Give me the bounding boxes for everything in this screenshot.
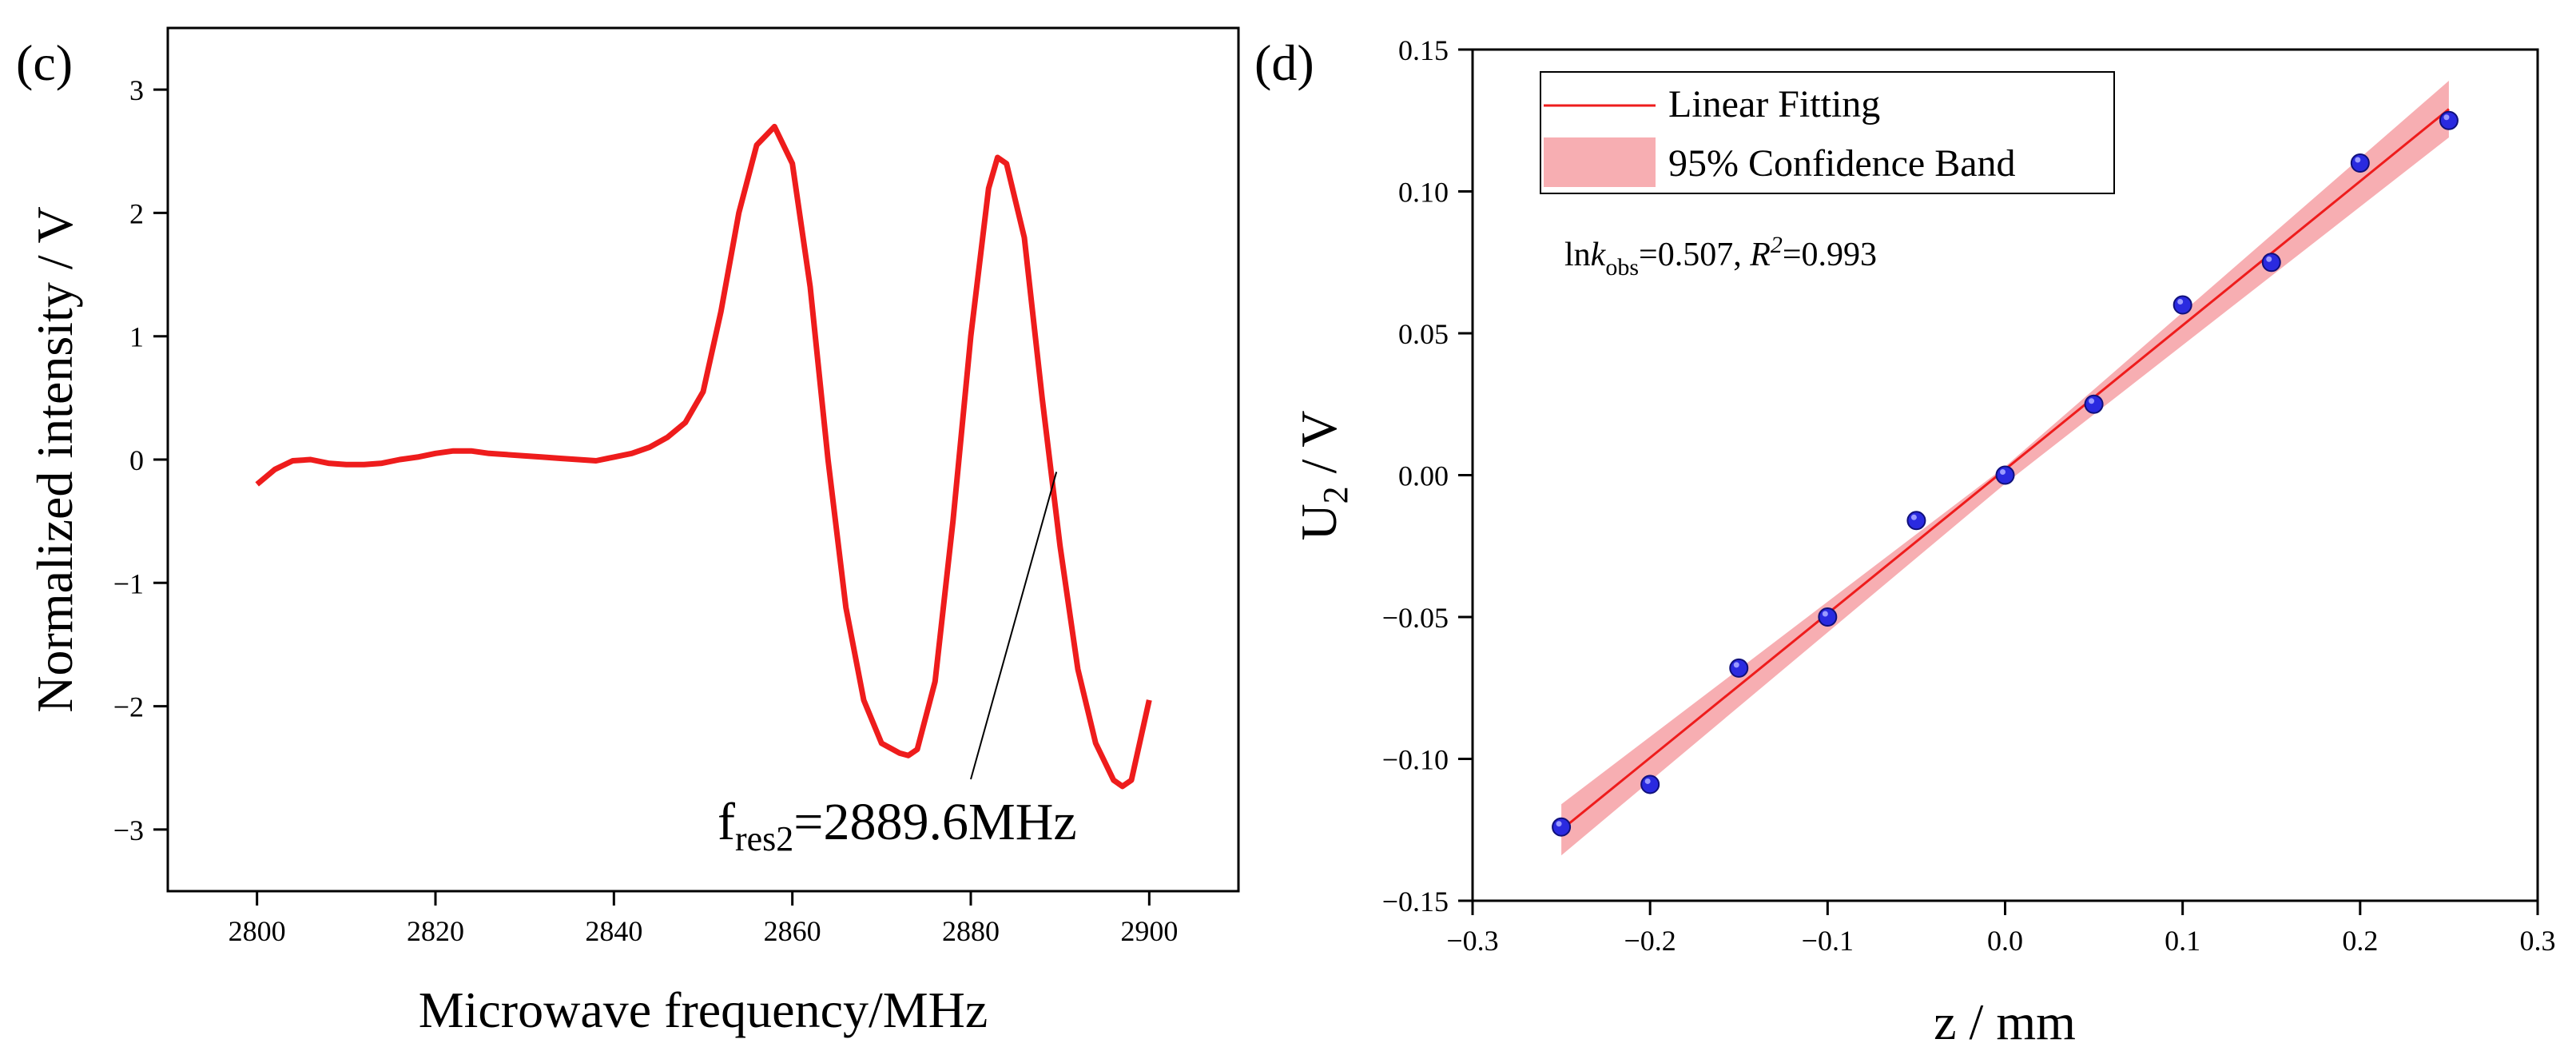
panel-c-y-axis-title: Normalized intensity / V: [26, 206, 83, 712]
data-point: [1995, 465, 2015, 485]
data-point: [2084, 394, 2104, 414]
annotation-leader-line: [970, 472, 1058, 780]
stat-k-value: =0.507,: [1639, 237, 1750, 273]
y-tick-label: 0.15: [1398, 34, 1449, 66]
data-point-highlight: [1910, 514, 1917, 520]
data-point-highlight: [2355, 157, 2361, 163]
data-point: [2350, 153, 2370, 173]
x-tick-label: 0.0: [1987, 925, 2023, 957]
panel-c-annotation: fres2=2889.6MHz: [718, 793, 1077, 858]
panel-c-plot-area: [255, 123, 1152, 790]
x-tick-label: −0.2: [1624, 925, 1676, 957]
panel-d-plot-area: [1552, 81, 2459, 856]
panel-c-y-axis: 3 2 1 0 −1 −2 −3: [113, 74, 168, 846]
y-tick-label: 0.05: [1398, 318, 1449, 350]
data-point: [2173, 295, 2192, 315]
fit-statistics: lnkobs=0.507, R2=0.993: [1564, 232, 1877, 281]
legend-band-label: 95% Confidence Band: [1668, 142, 2016, 185]
panel-d-legend: Linear Fitting 95% Confidence Band: [1540, 71, 2115, 194]
stat-r: R: [1749, 237, 1771, 273]
y-title-main: U: [1290, 504, 1347, 540]
x-tick-label: 2860: [764, 915, 821, 947]
panel-d-x-axis: −0.3 −0.2 −0.1 0.0 0.1 0.2 0.3: [1446, 901, 2556, 957]
panel-d-y-axis-title: U2 / V: [1290, 410, 1355, 540]
x-tick-label: −0.1: [1802, 925, 1854, 957]
y-tick-label: −3: [113, 814, 144, 846]
y-tick-label: 2: [129, 197, 144, 229]
data-point-highlight: [1733, 662, 1739, 668]
data-point-highlight: [2000, 469, 2006, 475]
data-point-highlight: [2177, 299, 2184, 305]
y-tick-label: 3: [129, 74, 144, 106]
data-point: [1640, 774, 1660, 794]
stat-k-subscript: obs: [1605, 254, 1639, 281]
data-point-highlight: [1556, 821, 1562, 827]
data-point: [1729, 658, 1749, 678]
y-tick-label: −2: [113, 691, 144, 723]
x-tick-label: 2840: [585, 915, 642, 947]
y-tick-label: −0.10: [1382, 744, 1449, 776]
y-title-subscript: 2: [1316, 486, 1355, 504]
data-point-highlight: [2443, 114, 2450, 121]
data-point-highlight: [2089, 398, 2095, 404]
y-tick-label: 1: [129, 321, 144, 353]
panel-d-label: (d): [1254, 34, 1314, 91]
x-tick-label: 0.1: [2165, 925, 2200, 957]
panel-c-frame: [166, 26, 1240, 893]
x-tick-label: 2900: [1120, 915, 1178, 947]
y-tick-label: −0.15: [1382, 886, 1449, 918]
stat-r-superscript: 2: [1771, 232, 1783, 258]
panel-d-x-axis-title: z / mm: [1934, 993, 2076, 1050]
annotation-main: f: [718, 793, 735, 851]
legend-band-swatch: [1544, 137, 1656, 187]
panel-c-label: (c): [16, 34, 73, 91]
stat-k: k: [1591, 237, 1607, 273]
data-point-highlight: [1822, 611, 1828, 617]
x-tick-label: 2880: [942, 915, 1000, 947]
data-point: [1818, 607, 1838, 627]
y-tick-label: −0.05: [1382, 602, 1449, 634]
x-tick-label: 0.3: [2520, 925, 2556, 957]
data-point: [2261, 253, 2281, 273]
spectrum-line: [255, 123, 1152, 790]
data-point: [2439, 110, 2459, 130]
x-tick-label: 2820: [407, 915, 464, 947]
annotation-subscript: res2: [735, 819, 793, 858]
data-point-highlight: [2266, 256, 2272, 262]
x-tick-label: 0.2: [2342, 925, 2378, 957]
y-tick-label: −1: [113, 567, 144, 599]
data-point: [1552, 817, 1572, 837]
panel-c: (c) 2800 2820 2840 2860 2880 2900 3210−1−2−3 …: [16, 26, 1240, 1038]
y-title-unit: / V: [1290, 410, 1347, 486]
stat-r-value: =0.993: [1783, 237, 1877, 273]
panel-d-y-axis: 0.15 0.10 0.05 0.00 −0.05 −0.10 −0.15: [1382, 34, 1473, 918]
stat-ln: ln: [1564, 237, 1591, 273]
y-tick-label: 0: [129, 444, 144, 476]
y-tick-label: 0.00: [1398, 460, 1449, 492]
x-tick-label: 2800: [229, 915, 286, 947]
legend-fit-label: Linear Fitting: [1668, 83, 1880, 125]
data-point-highlight: [1644, 778, 1651, 784]
panel-d: (d) −0.3 −0.2 −0.1 0.0 0.1 0.2 0.3 0.15 0.10 0.0…: [1254, 34, 2556, 1050]
panel-c-x-axis-title: Microwave frequency/MHz: [419, 981, 988, 1038]
panel-c-x-axis: 2800 2820 2840 2860 2880 2900: [229, 891, 1178, 947]
y-tick-label: 0.10: [1398, 177, 1449, 209]
data-point: [1906, 511, 1926, 531]
annotation-value: =2889.6MHz: [793, 793, 1076, 851]
x-tick-label: −0.3: [1446, 925, 1498, 957]
